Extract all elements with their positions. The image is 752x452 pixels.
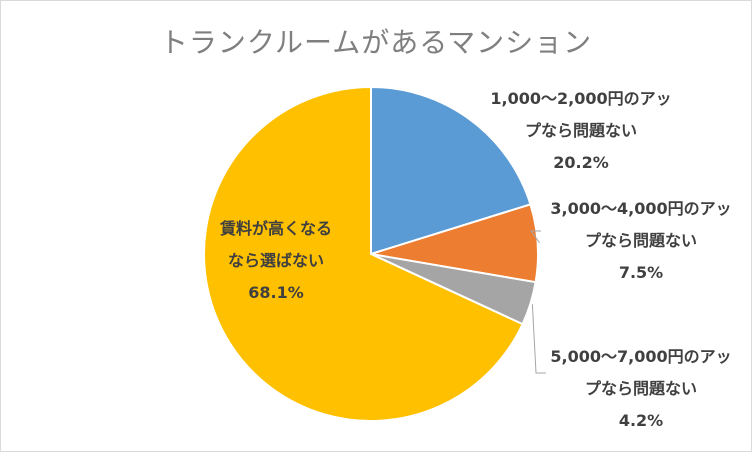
slice-label-line: プなら問題ない (524, 121, 637, 140)
pie-slice-1000-2000 (370, 85, 532, 256)
leader-line-5000-7000 (531, 304, 546, 374)
slice-label-5000-7000: 5,000〜7,000円のアッ プなら問題ない 4.2% (541, 341, 741, 437)
slice-percent-label: 4.2% (618, 411, 664, 430)
slice-label-1000-2000: 1,000〜2,000円のアッ プなら問題ない 20.2% (481, 83, 681, 179)
slice-label-line: 1,000〜2,000円のアッ (490, 89, 672, 108)
slice-label-line: 3,000〜4,000円のアッ (550, 199, 732, 218)
slice-label-line: なら選ばない (227, 251, 324, 270)
slice-label-line: 5,000〜7,000円のアッ (550, 347, 732, 366)
slice-label-line: プなら問題ない (584, 379, 697, 398)
slice-label-not-choose: 賃料が高くなる なら選ばない 68.1% (201, 213, 351, 309)
slice-percent-label: 68.1% (248, 283, 304, 302)
slice-label-line: プなら問題ない (584, 231, 697, 250)
slice-percent-label: 20.2% (553, 153, 609, 172)
slice-label-line: 賃料が高くなる (219, 219, 332, 238)
slice-percent-label: 7.5% (618, 263, 664, 282)
pie-slice-not-choose (203, 85, 524, 422)
leader-line-3000-4000 (530, 230, 541, 244)
slice-label-3000-4000: 3,000〜4,000円のアッ プなら問題ない 7.5% (541, 193, 741, 289)
chart-title: トランクルームがあるマンション (159, 26, 593, 59)
